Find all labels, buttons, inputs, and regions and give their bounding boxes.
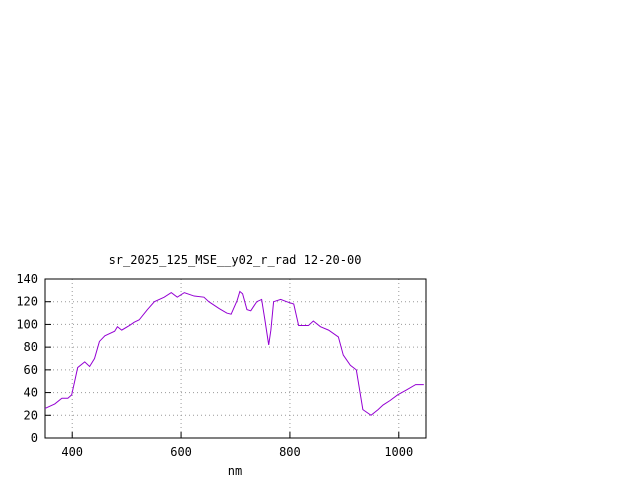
y-tick-label: 120 [16,295,38,309]
chart-title: sr_2025_125_MSE__y02_r_rad 12-20-00 [109,253,362,267]
y-tick-label: 80 [24,340,38,354]
x-tick-label: 1000 [384,445,413,459]
y-tick-label: 100 [16,317,38,331]
x-axis-label: nm [228,464,242,478]
y-tick-label: 140 [16,272,38,286]
y-tick-label: 40 [24,386,38,400]
y-tick-label: 20 [24,408,38,422]
y-tick-label: 60 [24,363,38,377]
x-tick-label: 600 [170,445,192,459]
x-tick-label: 400 [61,445,83,459]
x-tick-label: 800 [279,445,301,459]
data-line [44,290,424,416]
y-tick-label: 0 [31,431,38,445]
plot-border [44,278,427,439]
